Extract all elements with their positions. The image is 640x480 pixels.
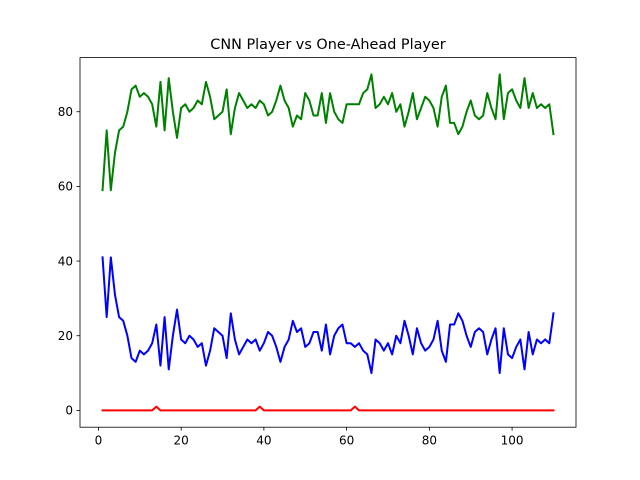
- y-tick-label: 60: [58, 180, 73, 194]
- y-tick-label: 80: [58, 105, 73, 119]
- x-tick-label: 100: [501, 434, 524, 448]
- x-tick-label: 0: [95, 434, 103, 448]
- y-tick-label: 40: [58, 254, 73, 268]
- chart-title: CNN Player vs One-Ahead Player: [210, 37, 445, 53]
- y-tick-label: 0: [65, 404, 73, 418]
- x-tick-label: 60: [339, 434, 354, 448]
- x-tick-label: 40: [256, 434, 271, 448]
- x-tick-label: 20: [174, 434, 189, 448]
- x-tick-label: 80: [422, 434, 437, 448]
- y-tick-label: 20: [58, 329, 73, 343]
